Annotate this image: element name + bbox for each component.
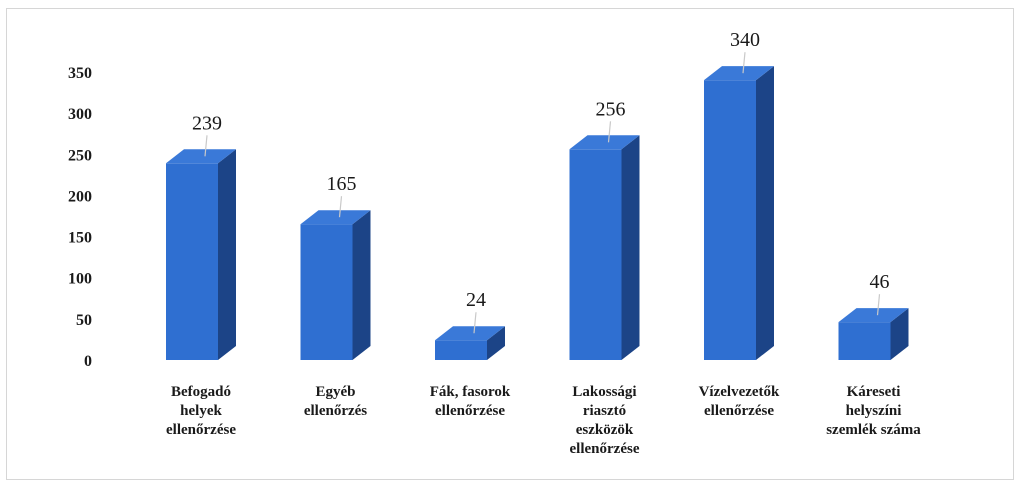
bar-top-1 (300, 210, 371, 225)
category-label-line: Fák, fasorok (430, 384, 511, 400)
data-label-leader-5 (876, 294, 881, 316)
data-label-leader-4 (742, 52, 746, 74)
bar-3 (569, 135, 640, 360)
bar-side-0 (218, 149, 236, 360)
category-label-1: Egyéb ellenőrzés (304, 384, 367, 419)
category-label-line: ellenőrzése (570, 441, 640, 457)
bar-side-1 (352, 210, 371, 360)
bar-side-2 (487, 326, 505, 360)
data-label-0: 239 (192, 112, 222, 134)
data-label-1: 165 (327, 173, 357, 195)
category-label-line: szemlék száma (826, 422, 921, 438)
bar-side-5 (890, 308, 909, 360)
bar-side-4 (756, 66, 774, 361)
bar-4 (704, 66, 774, 361)
bar-front-0 (166, 163, 218, 360)
category-label-line: Egyéb (315, 384, 355, 400)
y-tick-label-150: 150 (68, 230, 92, 247)
category-label-3: Lakossági riasztó eszközök ellenőrzése (570, 384, 640, 457)
bar-front-4 (704, 80, 756, 361)
category-label-line: Befogadó (171, 384, 231, 400)
bar-0 (166, 149, 236, 360)
data-label-leader-3 (607, 121, 612, 143)
category-label-line: ellenőrzése (704, 403, 774, 419)
category-label-line: ellenőrzés (304, 403, 367, 419)
bar-1 (300, 210, 371, 360)
category-label-5: Káreseti helyszíni szemlék száma (826, 384, 921, 438)
bar-front-1 (300, 224, 353, 360)
data-label-leader-0 (204, 135, 208, 157)
data-label-4: 340 (730, 29, 760, 51)
category-label-line: Lakossági (572, 384, 636, 400)
category-label-4: Vízelvezetők ellenőrzése (699, 384, 780, 419)
y-tick-label-250: 250 (68, 147, 92, 164)
y-tick-label-50: 50 (76, 312, 92, 329)
bar-2 (435, 326, 505, 360)
y-tick-label-350: 350 (68, 65, 92, 82)
data-label-5: 46 (870, 271, 890, 293)
category-label-line: helyek (180, 403, 222, 419)
category-label-line: ellenőrzése (435, 403, 505, 419)
bar-front-5 (838, 322, 891, 360)
category-label-line: Vízelvezetők (699, 384, 780, 400)
bar-front-3 (569, 149, 622, 360)
bar-top-2 (435, 326, 505, 341)
category-label-0: Befogadó helyek ellenőrzése (166, 384, 236, 438)
category-label-line: eszközök (576, 422, 634, 438)
y-tick-label-200: 200 (68, 188, 92, 205)
bar-top-3 (569, 135, 640, 150)
bar-top-5 (838, 308, 909, 323)
category-label-line: riasztó (583, 403, 626, 419)
bar-top-4 (704, 66, 774, 81)
category-label-line: ellenőrzése (166, 422, 236, 438)
category-label-line: Káreseti (847, 384, 901, 400)
bar-5 (838, 308, 909, 360)
y-tick-label-100: 100 (68, 271, 92, 288)
data-label-leader-2 (473, 312, 477, 334)
category-label-2: Fák, fasorok ellenőrzése (430, 384, 511, 419)
bar-side-3 (621, 135, 640, 360)
y-tick-label-300: 300 (68, 106, 92, 123)
data-label-2: 24 (466, 289, 486, 311)
bar-top-0 (166, 149, 236, 164)
data-label-leader-1 (338, 196, 343, 218)
data-label-3: 256 (596, 98, 626, 120)
bar-front-2 (435, 340, 487, 360)
y-tick-label-0: 0 (84, 353, 92, 370)
category-label-line: helyszíni (846, 403, 902, 419)
